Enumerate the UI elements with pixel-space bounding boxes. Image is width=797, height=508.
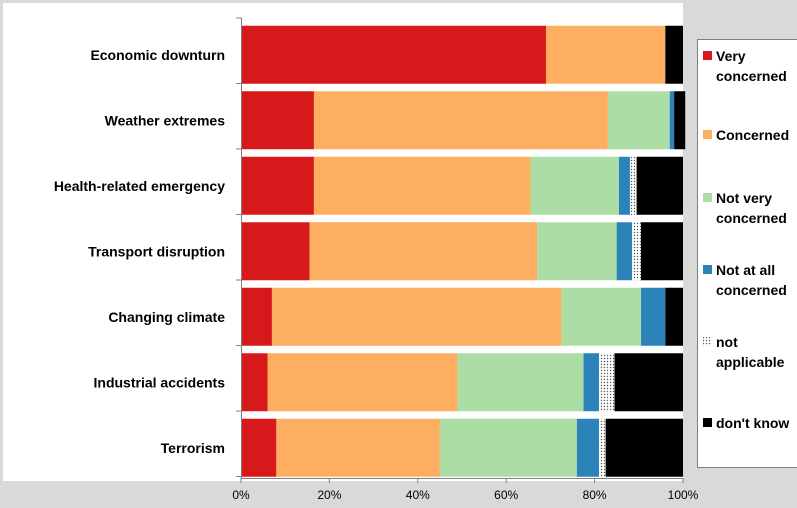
bar-segment-changing-climate-very-concerned bbox=[241, 287, 272, 346]
category-label: Changing climate bbox=[108, 309, 225, 325]
bar-segment-changing-climate-concerned bbox=[271, 287, 562, 346]
bar-segment-weather-extremes-don-t-know bbox=[674, 91, 686, 150]
legend-swatch-concerned bbox=[703, 130, 712, 139]
bar-segment-economic-downturn-very-concerned bbox=[241, 25, 546, 84]
category-label: Transport disruption bbox=[88, 243, 225, 259]
bar-segment-changing-climate-don-t-know bbox=[665, 287, 683, 346]
bar-segment-changing-climate-not-very-concerned bbox=[561, 287, 642, 346]
bar-segment-health-related-emergency-don-t-know bbox=[636, 156, 683, 215]
bar-segment-industrial-accidents-not-applicable bbox=[599, 353, 615, 412]
x-tick-label: 60% bbox=[494, 488, 518, 502]
legend-box bbox=[697, 39, 797, 468]
bar-segment-changing-climate-not-at-all-concerned bbox=[641, 287, 666, 346]
x-tick-label: 40% bbox=[406, 488, 430, 502]
legend-swatch-not-very-concerned bbox=[703, 193, 712, 202]
bar-segment-weather-extremes-not-at-all-concerned bbox=[669, 91, 675, 150]
bar-segment-terrorism-very-concerned bbox=[241, 418, 277, 477]
legend-swatch-not-applicable bbox=[703, 337, 712, 346]
category-label: Weather extremes bbox=[105, 112, 226, 128]
category-label: Industrial accidents bbox=[94, 374, 226, 390]
bar-segment-industrial-accidents-concerned bbox=[267, 353, 458, 412]
legend: Very concerned Concerned Not very concerned N… bbox=[697, 39, 797, 468]
bar-segment-health-related-emergency-very-concerned bbox=[241, 156, 314, 215]
x-tick-label: 100% bbox=[668, 488, 699, 502]
bar-segment-weather-extremes-concerned bbox=[313, 91, 608, 150]
bar-segment-weather-extremes-not-very-concerned bbox=[607, 91, 670, 150]
legend-swatch-very-concerned bbox=[703, 51, 712, 60]
bar-segment-transport-disruption-concerned bbox=[309, 222, 538, 281]
bar-segment-industrial-accidents-very-concerned bbox=[241, 353, 268, 412]
category-labels: Economic downturn Weather extremes Health-… bbox=[54, 47, 225, 456]
bar-segment-economic-downturn-concerned bbox=[545, 25, 666, 84]
bar-segment-transport-disruption-not-at-all-concerned bbox=[616, 222, 633, 281]
bar-segment-industrial-accidents-not-very-concerned bbox=[457, 353, 584, 412]
bars-layer bbox=[241, 25, 686, 477]
bar-segment-health-related-emergency-not-very-concerned bbox=[530, 156, 619, 215]
legend-label-not-applicable: not applicable bbox=[716, 334, 785, 370]
bar-segment-transport-disruption-don-t-know bbox=[641, 222, 683, 281]
bar-segment-terrorism-not-applicable bbox=[599, 418, 606, 477]
category-label: Economic downturn bbox=[90, 47, 225, 63]
legend-swatch-not-at-all-concerned bbox=[703, 265, 712, 274]
legend-swatch-don-t-know bbox=[703, 418, 712, 427]
x-tick-label: 20% bbox=[317, 488, 341, 502]
bar-segment-transport-disruption-not-applicable bbox=[632, 222, 642, 281]
bar-segment-health-related-emergency-not-applicable bbox=[629, 156, 637, 215]
bar-segment-industrial-accidents-don-t-know bbox=[614, 353, 683, 412]
legend-label-don-t-know: don't know bbox=[716, 415, 789, 431]
bar-segment-terrorism-not-very-concerned bbox=[439, 418, 577, 477]
bar-segment-health-related-emergency-not-at-all-concerned bbox=[618, 156, 630, 215]
bar-segment-terrorism-don-t-know bbox=[605, 418, 683, 477]
category-label: Health-related emergency bbox=[54, 178, 225, 194]
legend-label-not-at-all-concerned: Not at all concerned bbox=[716, 262, 787, 298]
bar-segment-economic-downturn-don-t-know bbox=[665, 25, 683, 84]
bar-segment-health-related-emergency-concerned bbox=[313, 156, 531, 215]
bar-segment-weather-extremes-very-concerned bbox=[241, 91, 314, 150]
bar-segment-transport-disruption-very-concerned bbox=[241, 222, 310, 281]
legend-label-concerned: Concerned bbox=[716, 127, 789, 143]
legend-label-not-very-concerned: Not very concerned bbox=[716, 190, 787, 226]
bar-segment-terrorism-not-at-all-concerned bbox=[576, 418, 600, 477]
bar-segment-transport-disruption-not-very-concerned bbox=[537, 222, 617, 281]
legend-label-very-concerned: Very concerned bbox=[716, 48, 787, 84]
bar-segment-industrial-accidents-not-at-all-concerned bbox=[583, 353, 600, 412]
bar-segment-terrorism-concerned bbox=[276, 418, 440, 477]
category-label: Terrorism bbox=[161, 440, 225, 456]
x-tick-label: 0% bbox=[232, 488, 250, 502]
x-axis: 0% 20% 40% 60% 80% 100% bbox=[232, 17, 699, 502]
x-tick-label: 80% bbox=[583, 488, 607, 502]
